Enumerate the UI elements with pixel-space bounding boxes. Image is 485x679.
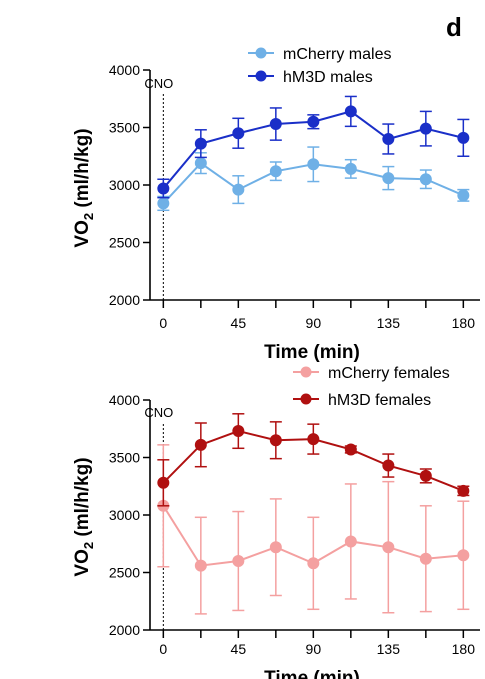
y-tick-label: 2000 — [109, 292, 140, 308]
x-tick-label: 90 — [306, 315, 322, 331]
y-tick-label: 2000 — [109, 622, 140, 638]
data-point — [457, 549, 470, 562]
data-point — [382, 133, 395, 145]
x-tick-label: 0 — [159, 315, 167, 331]
x-tick-label: 135 — [377, 315, 401, 331]
y-tick-label: 4000 — [109, 62, 140, 78]
legend-marker — [255, 70, 267, 82]
series-1 — [157, 413, 470, 507]
legend-label: hM3D females — [328, 392, 431, 409]
x-axis-title: Time (min) — [264, 342, 360, 363]
data-point — [419, 122, 432, 135]
y-axis-title-unit: (ml/h/kg) — [72, 457, 93, 541]
cno-annotation: CNO — [144, 76, 173, 91]
data-point — [419, 552, 432, 565]
data-point — [307, 433, 320, 446]
data-point — [269, 434, 282, 447]
legend-marker — [300, 366, 312, 378]
data-point — [419, 173, 432, 186]
y-axis-title: VO2 (ml/h/kg) — [72, 128, 96, 247]
y-tick-label: 2500 — [109, 235, 140, 251]
data-point — [194, 438, 207, 451]
data-point — [307, 557, 320, 570]
data-point — [382, 172, 395, 185]
panel-label: d — [446, 12, 462, 42]
data-point — [307, 158, 320, 171]
y-axis-title-subscript: 2 — [81, 213, 96, 220]
data-point — [457, 189, 470, 202]
x-tick-label: 135 — [377, 641, 401, 657]
data-point — [307, 115, 320, 128]
legend-label: mCherry females — [328, 365, 450, 382]
data-point — [457, 131, 470, 144]
data-point — [232, 555, 245, 567]
y-axis-title-main: VO — [72, 220, 93, 247]
legend-label: mCherry males — [283, 46, 391, 63]
data-point — [232, 425, 245, 438]
x-tick-label: 0 — [159, 641, 167, 657]
x-tick-label: 45 — [231, 641, 247, 657]
y-axis-title-main: VO — [72, 549, 93, 576]
data-point — [232, 183, 245, 196]
data-point — [457, 484, 470, 497]
data-point — [419, 469, 432, 482]
y-tick-label: 3500 — [109, 120, 140, 136]
y-axis-title-unit: (ml/h/kg) — [72, 128, 93, 212]
series-0 — [157, 444, 470, 615]
data-point — [157, 197, 170, 210]
data-point — [269, 541, 282, 554]
chart-females: 2000 2500 3000 3500 4000 0 45 90 135 180 CNO Time (… — [72, 365, 480, 679]
cno-annotation: CNO — [144, 405, 173, 420]
y-axis-title-subscript: 2 — [81, 542, 96, 549]
data-point — [382, 459, 395, 472]
data-point — [344, 162, 357, 175]
legend-marker — [300, 393, 312, 405]
data-point — [269, 165, 282, 178]
x-tick-label: 180 — [452, 315, 476, 331]
series-1 — [157, 95, 470, 199]
legend-label: hM3D males — [283, 69, 373, 86]
data-point — [194, 157, 207, 170]
data-point — [194, 137, 207, 150]
data-point — [194, 559, 207, 572]
data-point — [344, 105, 357, 118]
x-tick-label: 90 — [306, 641, 322, 657]
series-0 — [157, 146, 470, 212]
y-tick-label: 2500 — [109, 565, 140, 581]
data-point — [382, 541, 395, 554]
y-tick-label: 3500 — [109, 450, 140, 466]
y-tick-label: 3000 — [109, 507, 140, 523]
y-tick-label: 3000 — [109, 177, 140, 193]
data-point — [232, 127, 245, 140]
x-axis-title: Time (min) — [264, 668, 360, 679]
data-point — [157, 476, 170, 489]
y-tick-label: 4000 — [109, 392, 140, 408]
x-tick-label: 180 — [452, 641, 476, 657]
data-point — [157, 182, 170, 195]
chart-males: 2000 2500 3000 3500 4000 0 45 90 135 180 CNO Time (… — [72, 46, 480, 363]
data-point — [269, 118, 282, 131]
data-point — [344, 443, 357, 456]
y-axis-title: VO2 (ml/h/kg) — [72, 457, 96, 576]
x-tick-label: 45 — [231, 315, 247, 331]
data-point — [344, 535, 357, 548]
legend-marker — [255, 47, 267, 59]
